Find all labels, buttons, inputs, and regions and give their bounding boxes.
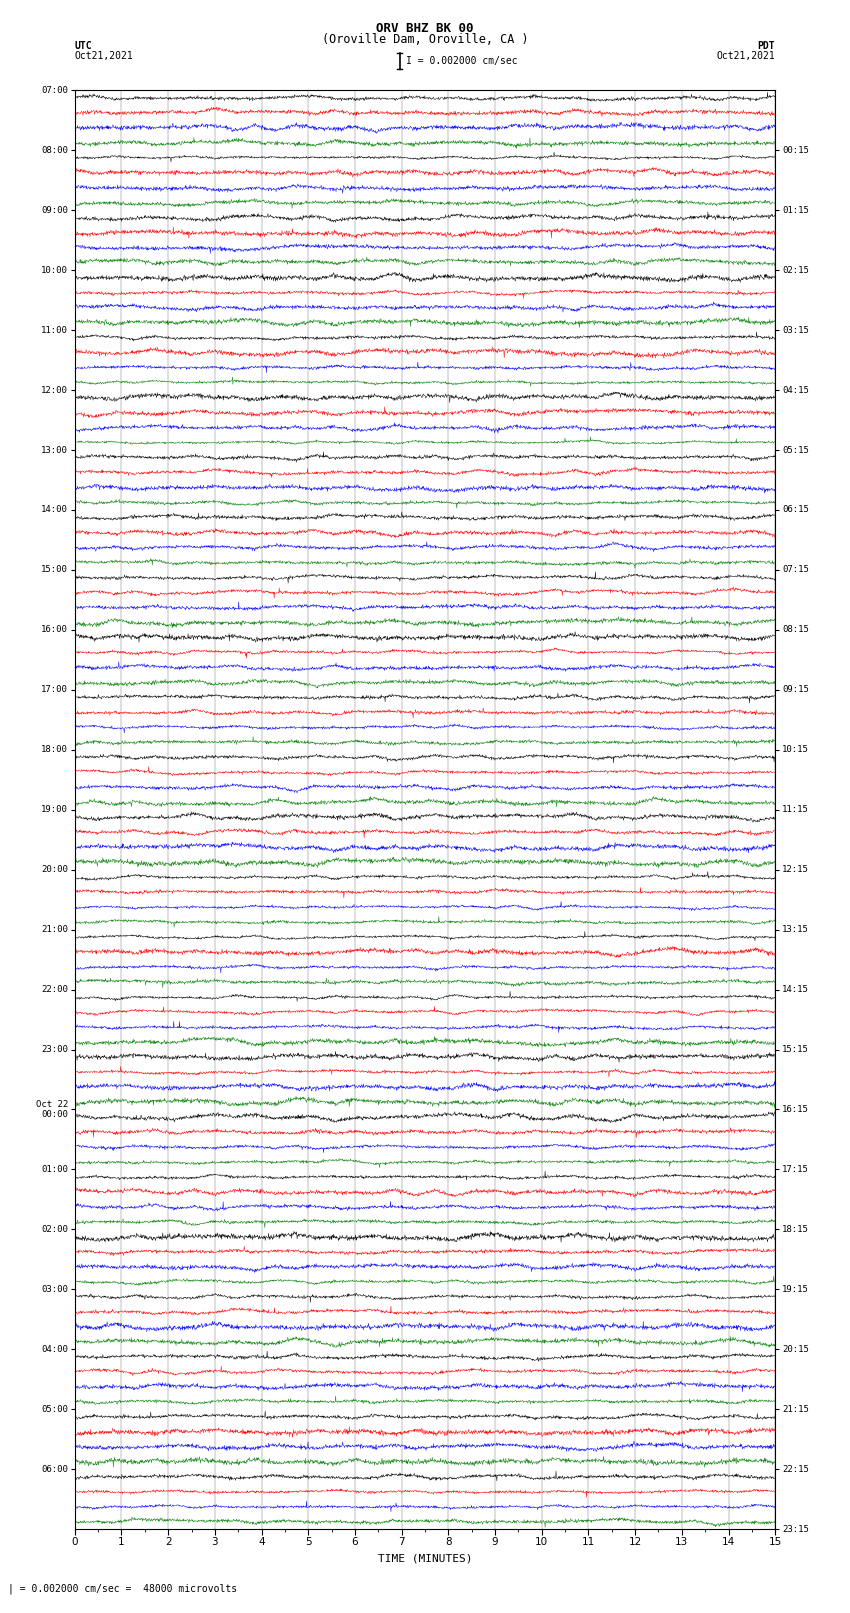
Text: PDT: PDT xyxy=(757,40,775,50)
Text: ORV BHZ BK 00: ORV BHZ BK 00 xyxy=(377,21,473,35)
Text: Oct21,2021: Oct21,2021 xyxy=(717,52,775,61)
Text: I = 0.002000 cm/sec: I = 0.002000 cm/sec xyxy=(406,56,518,66)
Text: UTC: UTC xyxy=(75,40,93,50)
Text: Oct21,2021: Oct21,2021 xyxy=(75,52,133,61)
X-axis label: TIME (MINUTES): TIME (MINUTES) xyxy=(377,1553,473,1563)
Text: | = 0.002000 cm/sec =  48000 microvolts: | = 0.002000 cm/sec = 48000 microvolts xyxy=(8,1582,238,1594)
Text: (Oroville Dam, Oroville, CA ): (Oroville Dam, Oroville, CA ) xyxy=(321,32,529,45)
